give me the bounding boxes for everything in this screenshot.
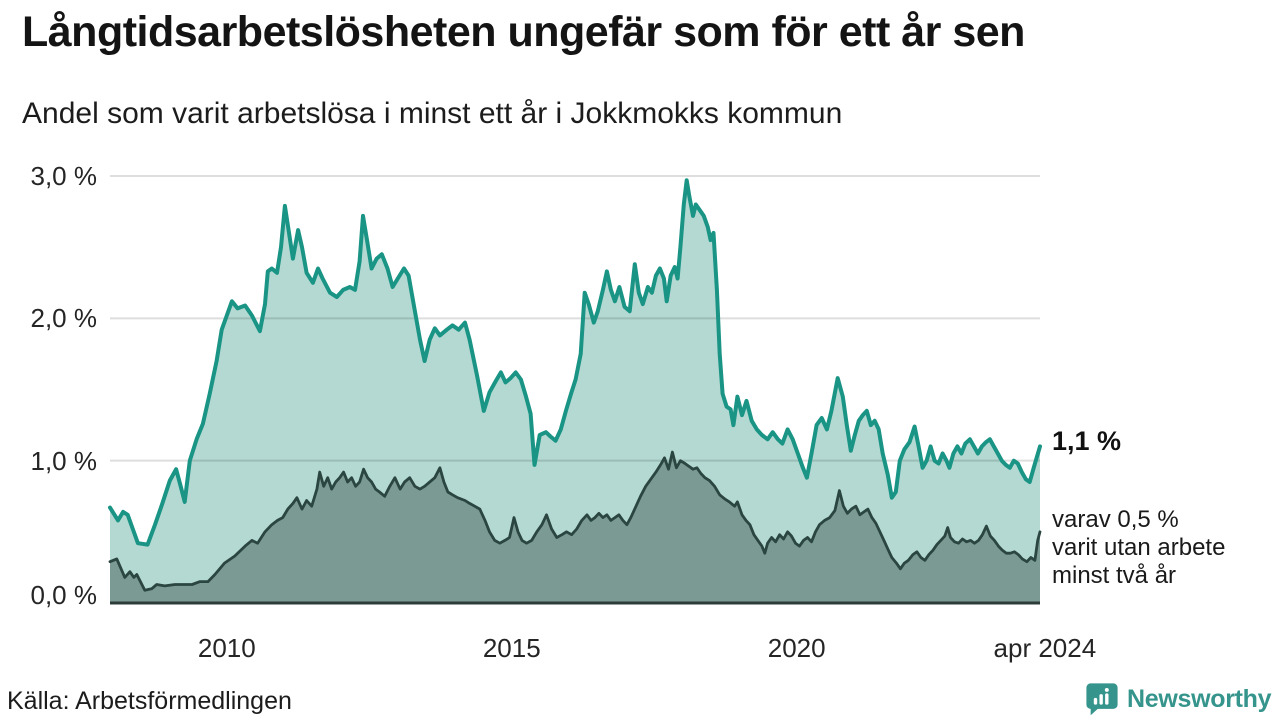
- series-1-line: [108, 450, 1042, 592]
- y-tick-label: 3,0 %: [30, 161, 98, 191]
- x-tick-label: apr 2024: [993, 633, 1097, 663]
- x-tick-label: 2020: [767, 633, 826, 663]
- y-tick-label: 0,0 %: [30, 580, 98, 610]
- gridlines: [110, 175, 1040, 462]
- series-0-area: [110, 180, 1040, 604]
- newsworthy-logo-text: Newsworthy: [1127, 684, 1272, 713]
- series-0-line: [108, 178, 1042, 547]
- secondary-value-label: varav 0,5 % varit utan arbete minst två …: [1052, 506, 1225, 590]
- y-tick-label: 1,0 %: [30, 445, 98, 476]
- y-tick-label: 2,0 %: [30, 303, 98, 334]
- series-1-area: [110, 452, 1040, 603]
- latest-value-label: 1,1 %: [1052, 426, 1122, 456]
- page-subtitle: Andel som varit arbetslösa i minst ett å…: [22, 97, 843, 130]
- source-credit: Källa: Arbetsförmedlingen: [7, 687, 292, 715]
- bar-chart-speech-bubble-icon: [1086, 683, 1118, 716]
- page-title: Långtidsarbetslösheten ungefär som för e…: [22, 8, 1025, 56]
- secondary-value-line: varav 0,5 %: [1052, 506, 1179, 533]
- x-tick-label: 2010: [197, 633, 256, 663]
- secondary-value-line: minst två år: [1052, 562, 1177, 589]
- newsworthy-logo: Newsworthy: [1085, 682, 1272, 716]
- x-tick-label: 2015: [482, 633, 541, 663]
- secondary-value-line: varit utan arbete: [1052, 534, 1226, 561]
